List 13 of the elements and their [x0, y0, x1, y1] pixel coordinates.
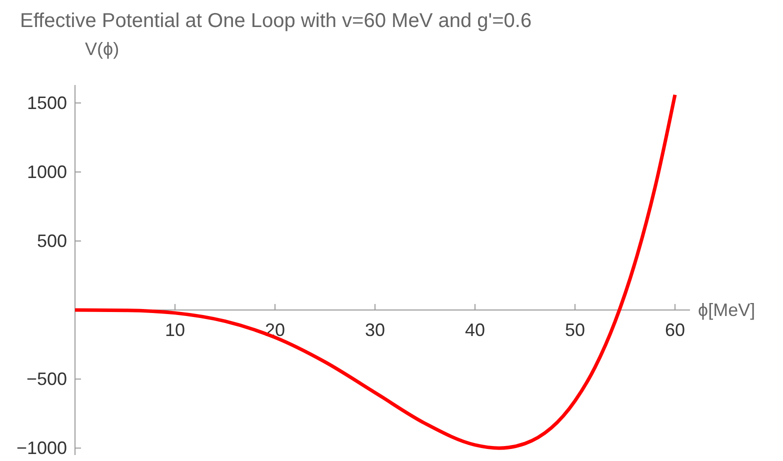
x-tick-label: 60 [664, 320, 686, 340]
chart-title: Effective Potential at One Loop with v=60 MeV and g'=0.6 [20, 10, 532, 32]
x-axis-title: ϕ[MeV] [698, 300, 756, 320]
x-tick-label: 50 [564, 320, 586, 340]
x-tick-label: 10 [164, 320, 186, 340]
x-tick-label: 30 [364, 320, 386, 340]
y-tick-label: −1000 [16, 438, 67, 458]
y-axis-title: V(ϕ) [85, 39, 120, 59]
y-tick-label: −500 [26, 369, 67, 390]
y-tick-label: 1000 [26, 162, 67, 182]
y-tick-label: 1500 [26, 92, 67, 113]
x-tick-label: 40 [464, 320, 486, 340]
y-tick-label: 500 [36, 231, 67, 252]
